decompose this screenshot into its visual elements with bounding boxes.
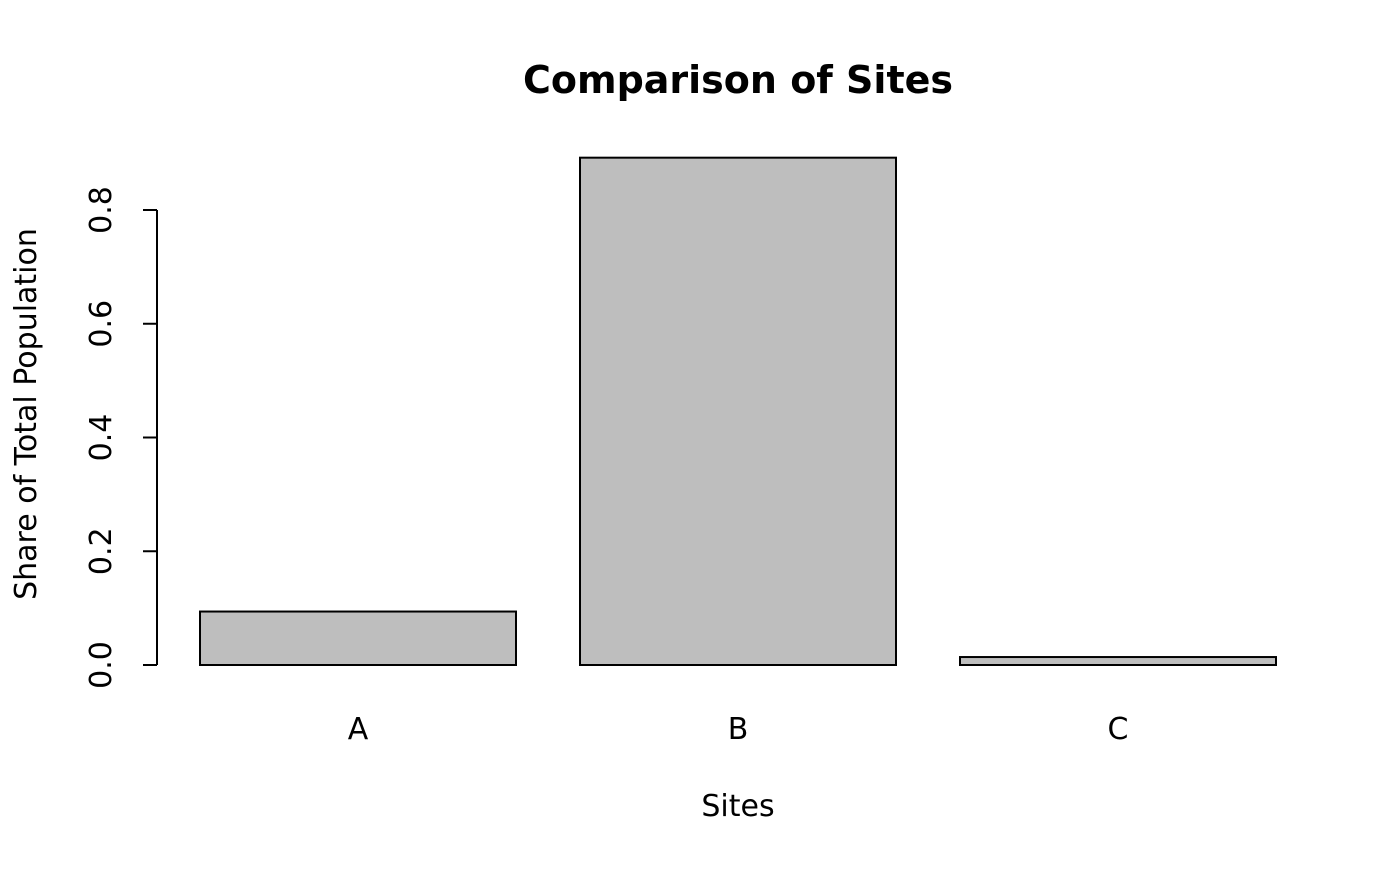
y-tick-label: 0.2 (84, 527, 119, 575)
chart-title: Comparison of Sites (523, 58, 953, 102)
x-category-label: A (348, 712, 369, 747)
bar-a (199, 610, 517, 666)
bar-b (579, 156, 897, 667)
y-tick-label: 0.8 (84, 186, 119, 234)
x-category-label: C (1108, 712, 1129, 747)
y-axis: 0.0 0.2 0.4 0.6 0.8 (84, 186, 158, 689)
x-category-label: B (728, 712, 749, 747)
y-axis-label: Share of Total Population (9, 228, 44, 600)
y-tick-label: 0.6 (84, 300, 119, 348)
x-axis-label: Sites (701, 789, 774, 824)
x-category-labels: A B C (348, 712, 1129, 747)
y-tick-label: 0.4 (84, 414, 119, 462)
bars-group (199, 156, 1277, 667)
y-tick-label: 0.0 (84, 641, 119, 689)
bar-c (959, 656, 1277, 666)
